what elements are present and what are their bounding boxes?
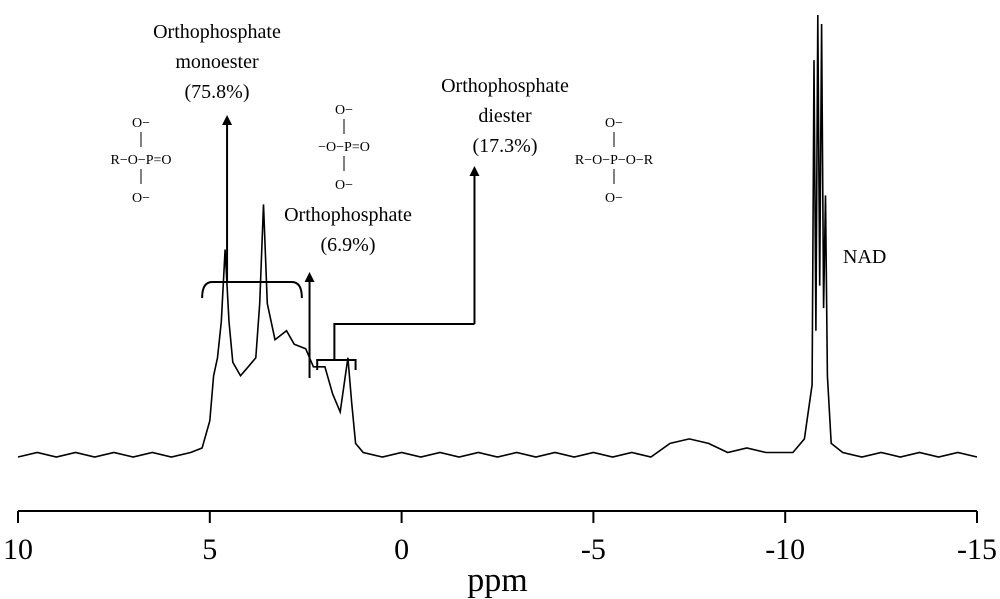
diester-structure-formula: R−O−P−O−R xyxy=(575,153,654,168)
diester-label-line: (17.3%) xyxy=(473,135,538,157)
diester-structure-top-o: O− xyxy=(605,116,623,131)
x-tick-label: -5 xyxy=(581,533,606,566)
x-tick-label: -10 xyxy=(765,533,805,566)
spectrum-layer xyxy=(17,14,978,458)
diester-bracket xyxy=(316,359,357,370)
monoester-label-line: Orthophosphate xyxy=(153,21,281,43)
spectrum-line xyxy=(17,14,978,458)
monoester-structure-formula: R−O−P=O xyxy=(110,153,171,168)
x-tick-label: 5 xyxy=(202,533,217,566)
monoester-arrow-head xyxy=(222,115,233,125)
monoester-bracket xyxy=(201,281,303,299)
monoester-label: Orthophosphate monoester (75.8%) xyxy=(153,21,281,103)
x-tick-label: 10 xyxy=(3,533,33,566)
diester-label-line: diester xyxy=(478,105,532,127)
monoester-structure-bottom-o: O− xyxy=(132,191,150,206)
ortho-arrow-head xyxy=(304,272,315,282)
diester-label: Orthophosphate diester (17.3%) xyxy=(441,75,569,157)
x-axis-title: ppm xyxy=(467,562,527,599)
ortho-label-line: Orthophosphate xyxy=(284,204,412,226)
diester-connector xyxy=(333,323,475,360)
monoester-label-line: monoester xyxy=(175,51,259,73)
diester-label-line: Orthophosphate xyxy=(441,75,569,97)
ortho-label: Orthophosphate (6.9%) xyxy=(284,204,412,256)
ortho-label-line: (6.9%) xyxy=(321,234,376,256)
x-tick-label: -15 xyxy=(957,533,997,566)
nad-label: NAD xyxy=(843,246,886,268)
diester-structure-bottom-o: O− xyxy=(605,191,623,206)
monoester-structure-top-o: O− xyxy=(132,116,150,131)
ortho-structure-bottom-o: O− xyxy=(335,178,353,193)
monoester-label-line: (75.8%) xyxy=(185,81,250,103)
ortho-structure-top-o: O− xyxy=(335,103,353,118)
x-tick-label: 0 xyxy=(394,533,409,566)
annotation-layer: Orthophosphate monoester (75.8%)Orthophosp… xyxy=(110,21,886,378)
diester-arrow-head xyxy=(469,166,480,176)
x-axis: 10 5 0 -5 -10 -15 ppm xyxy=(3,510,997,599)
ortho-structure-formula: −O−P=O xyxy=(318,140,370,155)
